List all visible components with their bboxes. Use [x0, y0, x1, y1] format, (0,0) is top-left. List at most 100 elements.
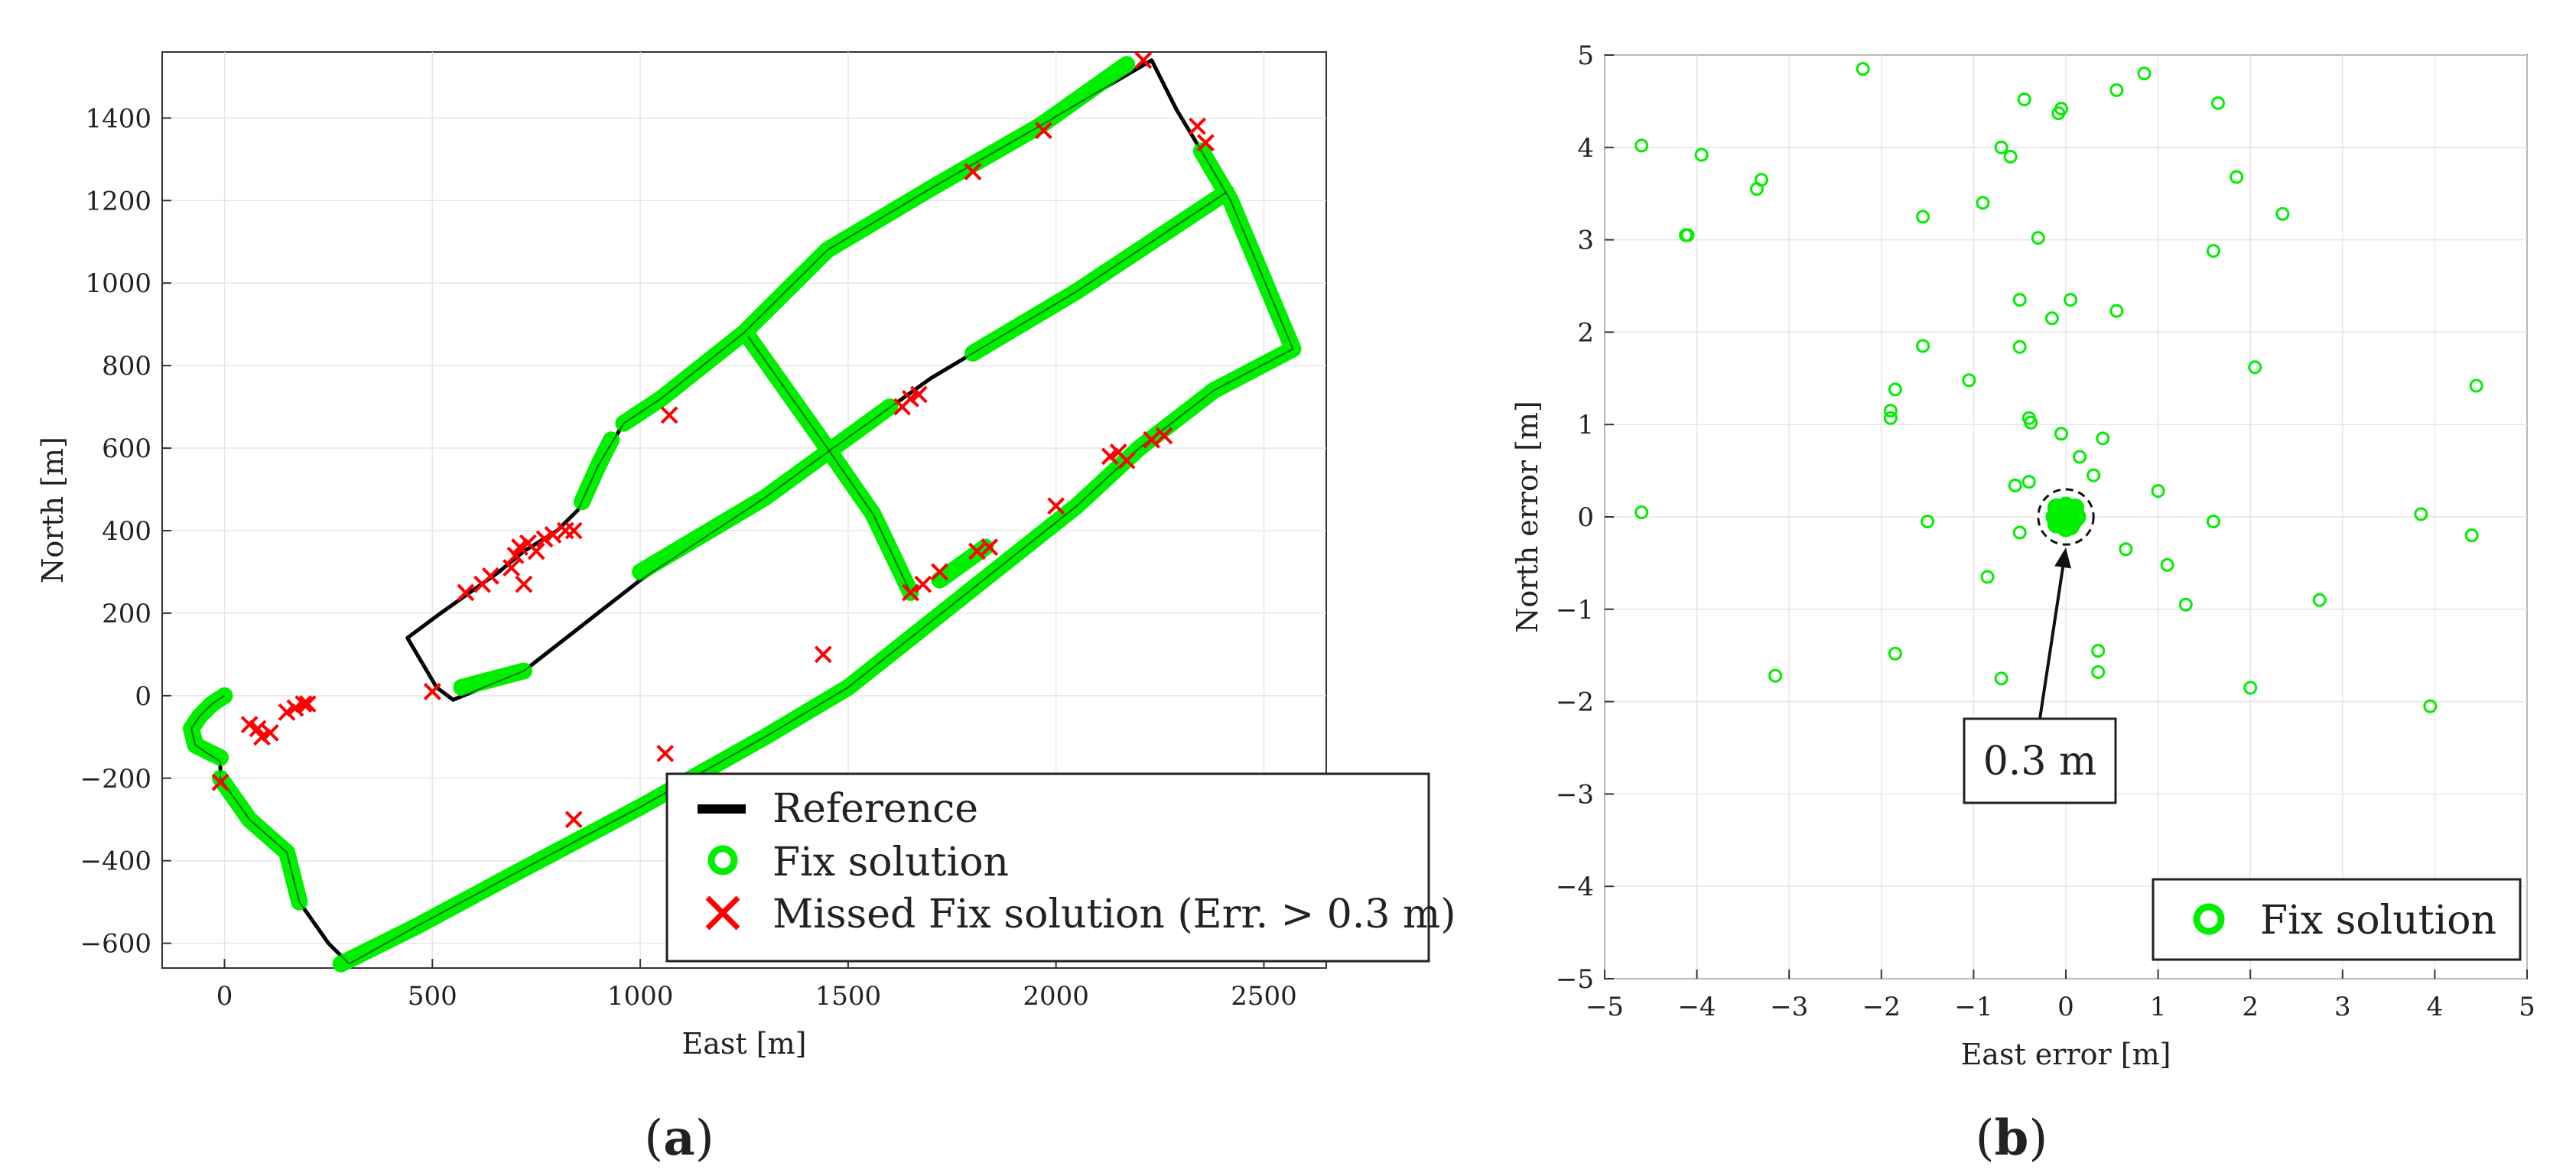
fix-error-point: [2119, 542, 2133, 557]
missed-fix-point: [1155, 427, 1173, 445]
y-tick-label: −600: [80, 929, 151, 960]
fix-error-point: [2464, 528, 2479, 543]
fix-error-point: [1856, 62, 1870, 76]
y-tick-label: 0: [1577, 502, 1594, 533]
fix-error-point: [2051, 106, 2066, 121]
x-tick-label: 1: [2150, 992, 2167, 1022]
legend-missed-label: Missed Fix solution (Err. > 0.3 m): [772, 892, 1456, 937]
fix-solution-path: [453, 662, 532, 696]
fix-error-point: [2109, 83, 2124, 97]
trajectory-y-axis-label: North [m]: [36, 437, 70, 583]
y-tick-label: 1200: [85, 186, 151, 216]
x-tick-label: 500: [408, 981, 457, 1012]
missed-fix-point: [1134, 51, 1153, 70]
missed-fix-point: [278, 703, 296, 721]
missed-fix-point: [564, 521, 583, 540]
x-tick-label: −2: [1862, 992, 1901, 1022]
y-tick-label: −5: [1556, 964, 1594, 995]
error-x-ticks: −5 −4 −3 −2 −1 0 1 2 3 4 5: [1586, 970, 2535, 1022]
fix-error-point: [2096, 431, 2110, 446]
x-tick-label: −1: [1954, 992, 1992, 1022]
fix-error-point: [1749, 182, 1764, 197]
fix-error-point: [1921, 515, 1935, 529]
trajectory-legend: Reference Fix solution Missed Fix soluti…: [665, 772, 1456, 963]
missed-fix-point: [1034, 122, 1052, 139]
missed-fix-point: [457, 583, 475, 602]
annotation-text: 0.3 m: [1983, 739, 2097, 785]
fix-error-point: [1883, 411, 1898, 425]
fix-error-point: [2243, 681, 2258, 695]
error-series: [1634, 62, 2483, 713]
fix-cluster-point: [2057, 518, 2075, 538]
x-tick-label: −5: [1586, 992, 1624, 1022]
missed-fix-point: [660, 406, 678, 424]
panel-a-label: (a): [644, 1109, 714, 1167]
error-x-axis-label: East error [m]: [1961, 1038, 2171, 1071]
missed-fix-point: [249, 720, 267, 738]
fix-error-point: [1976, 196, 1990, 210]
fix-error-point: [2012, 339, 2027, 354]
missed-fix-point: [1143, 430, 1161, 449]
y-tick-label: 5: [1577, 41, 1594, 71]
missed-fix-point: [1101, 447, 1119, 466]
y-tick-label: 0: [135, 681, 151, 712]
x-tick-label: 2000: [1023, 981, 1089, 1012]
missed-fix-point: [286, 699, 304, 717]
fix-error-point: [1883, 404, 1898, 418]
annotation-box: [1963, 717, 2117, 804]
y-tick-label: −4: [1556, 872, 1594, 902]
missed-fix-point: [253, 728, 271, 746]
x-tick-label: −3: [1770, 992, 1808, 1022]
fix-error-point: [2017, 92, 2031, 106]
fix-error-point: [2230, 170, 2244, 184]
x-tick-label: 0: [2057, 992, 2074, 1022]
annotation-arrow: [2038, 567, 2065, 720]
missed-fix-point: [909, 385, 928, 404]
y-tick-label: −200: [80, 764, 151, 794]
legend-fix-swatch: [707, 845, 738, 876]
fix-error-point: [2151, 484, 2165, 499]
trajectory-chart: 0 500 1000 1500 2000 2500 −600 −400 −200 0 200 400…: [36, 51, 1456, 1167]
missed-fix-point: [515, 575, 533, 593]
missed-fix-point: [931, 563, 948, 581]
missed-fix-point: [298, 695, 317, 713]
missed-fix-point: [261, 723, 279, 742]
fix-error-point: [2091, 644, 2106, 658]
legend-fix-label: Fix solution: [772, 840, 1009, 885]
x-tick-label: 1000: [607, 981, 674, 1012]
x-tick-label: 2: [2242, 992, 2259, 1022]
y-tick-label: −1: [1556, 595, 1594, 625]
y-tick-label: 600: [102, 434, 151, 464]
missed-fix-point: [294, 695, 313, 713]
fix-error-point: [2160, 557, 2174, 572]
x-tick-label: 0: [216, 981, 233, 1012]
y-tick-label: 800: [102, 351, 151, 382]
trajectory-series: [183, 51, 1302, 973]
accuracy-circle: [2037, 488, 2095, 546]
trajectory-x-ticks: 0 500 1000 1500 2000 2500: [216, 959, 1297, 1012]
error-legend-fix-swatch: [2193, 903, 2225, 935]
missed-fix-point: [527, 542, 545, 560]
fix-error-point: [2206, 244, 2220, 258]
fix-cluster-point: [2045, 508, 2064, 526]
fix-error-point: [2024, 415, 2038, 430]
fix-cluster-point: [2057, 496, 2075, 515]
panel-b-letter: b: [1995, 1109, 2029, 1167]
fix-error-point: [2275, 206, 2290, 221]
missed-fix-point: [1047, 497, 1065, 515]
fix-error-point: [2012, 525, 2027, 540]
y-tick-label: 3: [1577, 226, 1594, 256]
fix-error-point: [2031, 231, 2045, 245]
error-y-axis-label: North error [m]: [1511, 401, 1544, 633]
x-tick-label: 2500: [1231, 981, 1297, 1012]
y-tick-label: 2: [1577, 317, 1594, 348]
missed-fix-point: [1117, 451, 1136, 469]
fix-error-point: [1994, 140, 2008, 154]
x-tick-label: 5: [2519, 992, 2535, 1022]
trajectory-legend-box: [665, 772, 1430, 963]
error-y-ticks: −5 −4 −3 −2 −1 0 1 2 3 4 5: [1556, 41, 1614, 995]
trajectory-x-axis-label: East [m]: [682, 1027, 807, 1061]
missed-fix-point: [964, 163, 982, 180]
trajectory-y-ticks: −600 −400 −200 0 200 400 600 800 1000 1200 1400: [80, 103, 171, 960]
